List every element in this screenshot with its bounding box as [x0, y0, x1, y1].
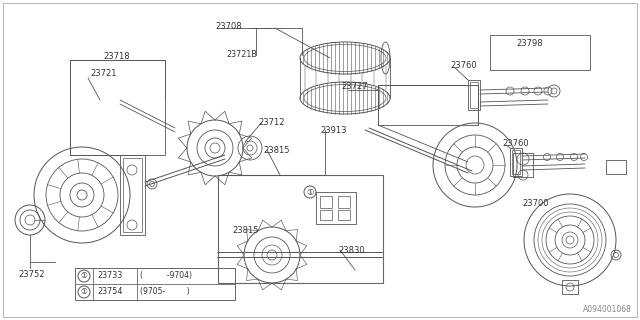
Bar — [513, 153, 533, 177]
Bar — [338, 210, 350, 220]
Bar — [606, 160, 626, 174]
Text: 23727: 23727 — [341, 82, 367, 91]
Text: 23721B: 23721B — [226, 50, 257, 59]
Bar — [562, 280, 578, 294]
Bar — [123, 158, 142, 232]
Bar — [320, 210, 332, 220]
Text: 23700: 23700 — [522, 199, 548, 208]
Text: (          -9704): ( -9704) — [140, 271, 192, 280]
Text: 23733: 23733 — [97, 271, 122, 280]
Bar — [218, 175, 383, 283]
Bar — [338, 196, 350, 208]
Text: ①: ① — [307, 188, 314, 196]
Text: 23815: 23815 — [232, 226, 259, 235]
Text: ①: ① — [81, 271, 88, 281]
Bar — [468, 80, 480, 110]
Text: 23754: 23754 — [97, 287, 122, 296]
Bar — [510, 148, 522, 176]
Text: 23798: 23798 — [516, 39, 543, 48]
Bar — [512, 150, 520, 174]
Bar — [378, 85, 478, 125]
Text: 23718: 23718 — [103, 52, 130, 61]
Text: 23721: 23721 — [90, 69, 116, 78]
Text: 23815: 23815 — [263, 146, 289, 155]
Text: 23712: 23712 — [258, 118, 285, 127]
Text: (9705-         ): (9705- ) — [140, 287, 189, 296]
Text: 23913: 23913 — [320, 126, 346, 135]
Bar — [470, 82, 478, 108]
Bar — [75, 268, 235, 300]
Text: ①: ① — [81, 287, 88, 297]
Text: 23752: 23752 — [18, 270, 45, 279]
Text: 23830: 23830 — [338, 246, 365, 255]
Bar — [70, 60, 165, 155]
Bar — [320, 196, 332, 208]
Text: A094001068: A094001068 — [583, 305, 632, 314]
Bar — [490, 35, 590, 70]
Text: 23760: 23760 — [502, 139, 529, 148]
Text: 23708: 23708 — [215, 22, 242, 31]
Bar — [316, 192, 356, 224]
Bar — [120, 155, 145, 235]
Text: 23760: 23760 — [450, 61, 477, 70]
